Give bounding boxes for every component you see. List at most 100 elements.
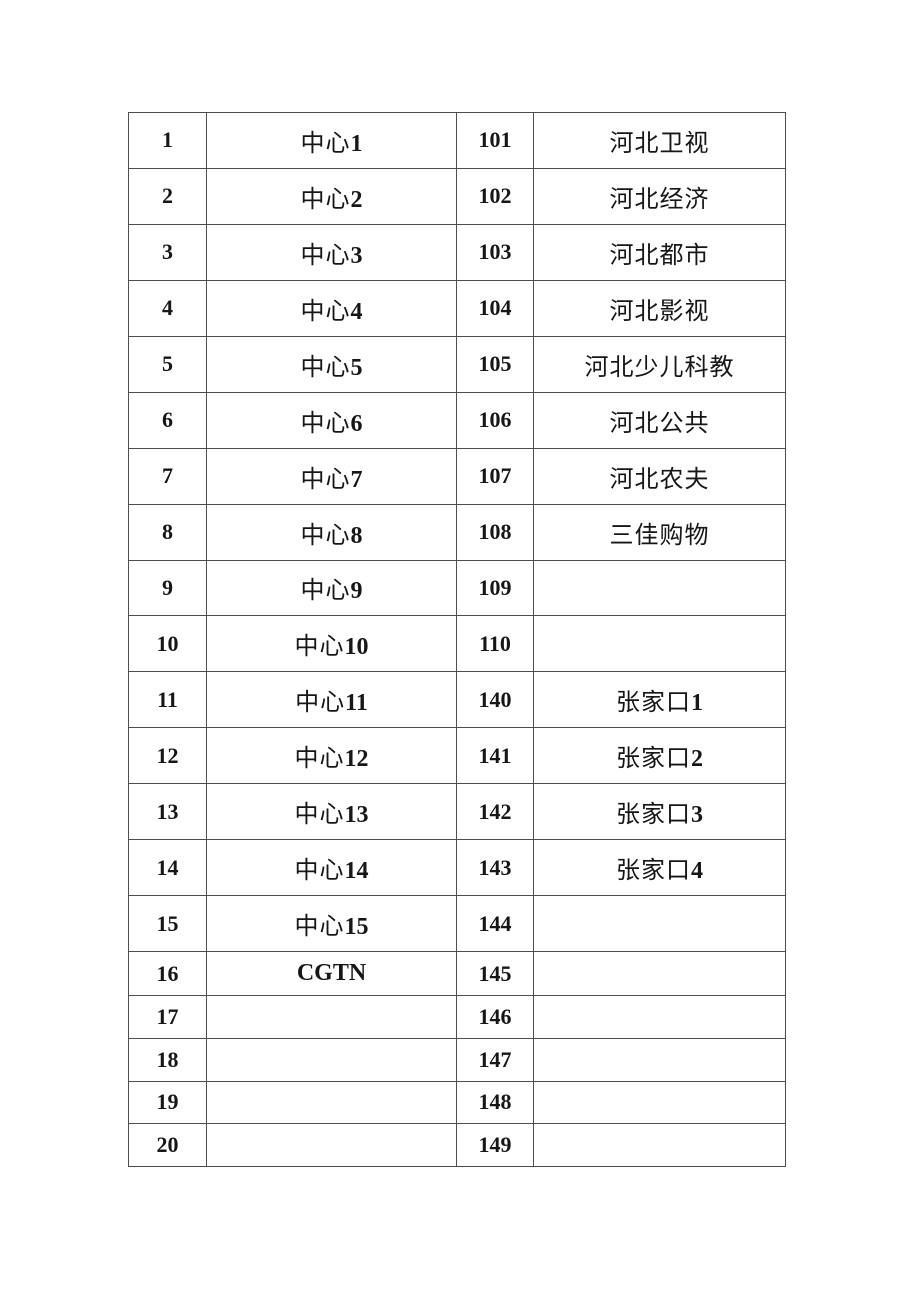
channel-name-cell: 中心8 — [206, 503, 457, 561]
channel-number-cell: 1 — [128, 112, 207, 169]
channel-name-cell: 中心11 — [206, 671, 457, 729]
channel-name-cell: 中心6 — [206, 391, 457, 449]
channel-number-cell: 108 — [456, 503, 534, 561]
channel-number-cell: 101 — [456, 112, 534, 169]
channel-name-cell: 中心1 — [206, 112, 457, 169]
table-row: 15 中心15 144 — [128, 895, 786, 953]
channel-number-cell: 8 — [128, 503, 207, 561]
channel-name-cell: 中心2 — [206, 167, 457, 225]
channel-number-cell: 2 — [128, 167, 207, 225]
channel-number-cell: 15 — [128, 895, 207, 953]
channel-number-cell: 13 — [128, 783, 207, 841]
table-row: 14 中心14 143 张家口4 — [128, 839, 786, 897]
table-row: 19 148 — [128, 1080, 786, 1125]
channel-number-cell: 14 — [128, 839, 207, 897]
channel-name-cell: 中心15 — [206, 895, 457, 953]
table-row: 13 中心13 142 张家口3 — [128, 783, 786, 841]
channel-number-cell: 110 — [456, 615, 534, 673]
channel-number-cell: 148 — [456, 1080, 534, 1125]
channel-name-cell: 河北少儿科教 — [533, 335, 786, 393]
channel-number-cell: 12 — [128, 727, 207, 785]
table-row: 3 中心3 103 河北都市 — [128, 223, 786, 281]
channel-name-cell: 中心5 — [206, 335, 457, 393]
channel-name-cell: 中心12 — [206, 727, 457, 785]
channel-number-cell: 106 — [456, 391, 534, 449]
channel-number-cell: 141 — [456, 727, 534, 785]
channel-number-cell: 11 — [128, 671, 207, 729]
channel-name-cell: 中心4 — [206, 279, 457, 337]
channel-name-cell: 中心14 — [206, 839, 457, 897]
table-row: 2 中心2 102 河北经济 — [128, 167, 786, 225]
channel-number-cell: 142 — [456, 783, 534, 841]
channel-number-cell: 149 — [456, 1123, 534, 1167]
channel-name-cell: 中心13 — [206, 783, 457, 841]
channel-number-cell: 19 — [128, 1080, 207, 1125]
channel-number-cell: 16 — [128, 951, 207, 997]
table-row: 11 中心11 140 张家口1 — [128, 671, 786, 729]
channel-name-cell — [533, 1037, 786, 1082]
channel-table: 1 中心1 101 河北卫视 2 中心2 102 河北经济 3 中心3 103 … — [128, 112, 786, 1167]
channel-number-cell: 10 — [128, 615, 207, 673]
channel-name-cell: 张家口3 — [533, 783, 786, 841]
channel-name-cell: 中心7 — [206, 447, 457, 505]
channel-name-cell: 三佳购物 — [533, 503, 786, 561]
channel-number-cell: 5 — [128, 335, 207, 393]
table-row: 6 中心6 106 河北公共 — [128, 391, 786, 449]
channel-name-cell — [206, 1123, 457, 1167]
table-row: 7 中心7 107 河北农夫 — [128, 447, 786, 505]
channel-name-cell — [533, 1080, 786, 1125]
channel-name-cell — [533, 995, 786, 1039]
channel-name-cell — [533, 951, 786, 997]
channel-name-cell: 中心3 — [206, 223, 457, 281]
channel-number-cell: 17 — [128, 995, 207, 1039]
channel-name-cell — [206, 1037, 457, 1082]
channel-name-cell — [533, 615, 786, 673]
channel-name-cell: 中心9 — [206, 559, 457, 617]
channel-number-cell: 143 — [456, 839, 534, 897]
table-row: 17 146 — [128, 995, 786, 1039]
channel-number-cell: 146 — [456, 995, 534, 1039]
channel-name-cell: 张家口2 — [533, 727, 786, 785]
table-row: 5 中心5 105 河北少儿科教 — [128, 335, 786, 393]
channel-name-cell — [533, 895, 786, 953]
channel-name-cell — [206, 1080, 457, 1125]
channel-name-cell — [533, 1123, 786, 1167]
channel-number-cell: 144 — [456, 895, 534, 953]
channel-number-cell: 9 — [128, 559, 207, 617]
channel-name-cell: 河北卫视 — [533, 112, 786, 169]
table-row: 20 149 — [128, 1123, 786, 1167]
channel-number-cell: 3 — [128, 223, 207, 281]
channel-name-cell: 河北都市 — [533, 223, 786, 281]
channel-number-cell: 105 — [456, 335, 534, 393]
channel-name-cell: 河北经济 — [533, 167, 786, 225]
channel-name-cell — [533, 559, 786, 617]
channel-number-cell: 18 — [128, 1037, 207, 1082]
table-row: 9 中心9 109 — [128, 559, 786, 617]
channel-name-cell: CGTN — [206, 951, 457, 997]
table-row: 8 中心8 108 三佳购物 — [128, 503, 786, 561]
table-row: 1 中心1 101 河北卫视 — [128, 112, 786, 169]
channel-name-cell: 河北公共 — [533, 391, 786, 449]
channel-number-cell: 107 — [456, 447, 534, 505]
channel-number-cell: 7 — [128, 447, 207, 505]
channel-number-cell: 104 — [456, 279, 534, 337]
table-row: 16 CGTN 145 — [128, 951, 786, 997]
channel-number-cell: 140 — [456, 671, 534, 729]
channel-number-cell: 4 — [128, 279, 207, 337]
channel-name-cell: 河北影视 — [533, 279, 786, 337]
table-row: 4 中心4 104 河北影视 — [128, 279, 786, 337]
channel-number-cell: 102 — [456, 167, 534, 225]
channel-name-cell: 张家口4 — [533, 839, 786, 897]
channel-name-cell: 中心10 — [206, 615, 457, 673]
channel-number-cell: 109 — [456, 559, 534, 617]
channel-number-cell: 103 — [456, 223, 534, 281]
channel-number-cell: 145 — [456, 951, 534, 997]
table-row: 18 147 — [128, 1037, 786, 1082]
channel-number-cell: 147 — [456, 1037, 534, 1082]
table-row: 12 中心12 141 张家口2 — [128, 727, 786, 785]
channel-number-cell: 20 — [128, 1123, 207, 1167]
channel-number-cell: 6 — [128, 391, 207, 449]
channel-name-cell — [206, 995, 457, 1039]
channel-name-cell: 张家口1 — [533, 671, 786, 729]
